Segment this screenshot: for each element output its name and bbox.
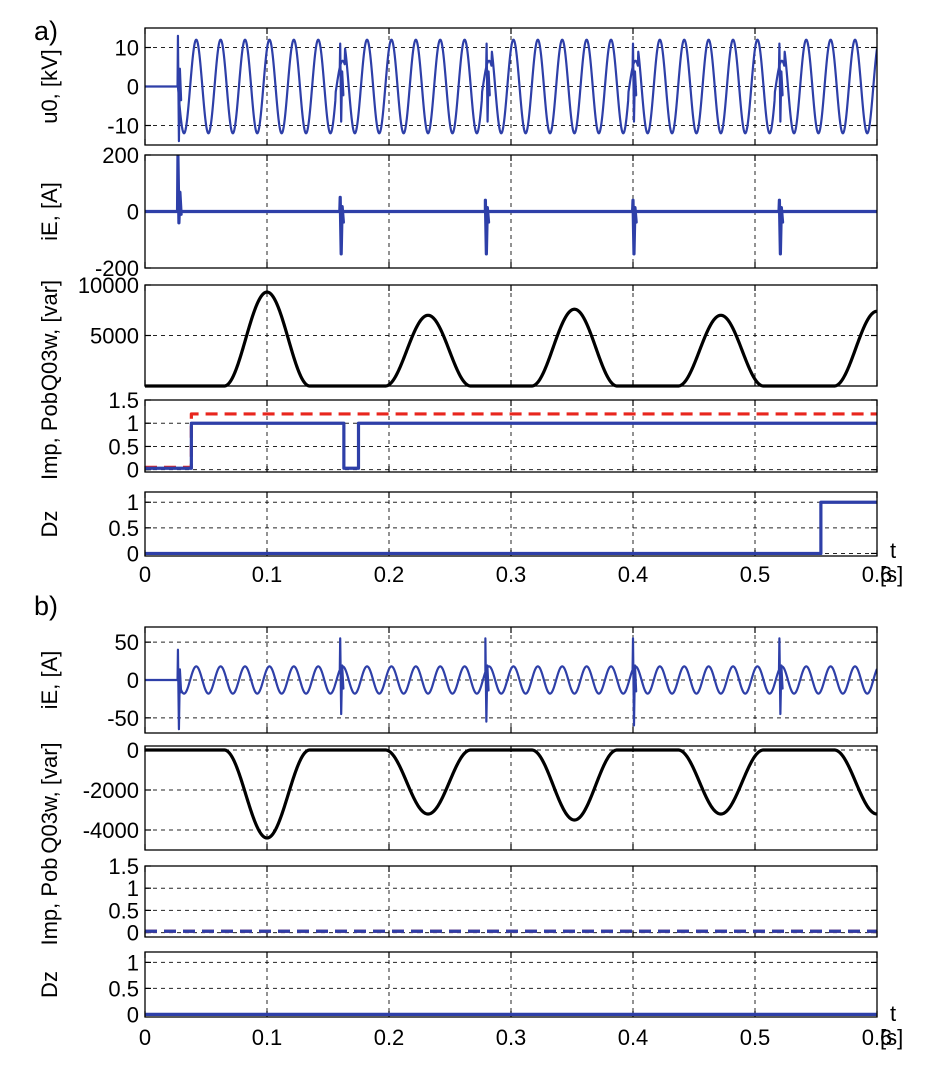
y-tick-label: 10 [115, 36, 139, 61]
y-tick-label: 1.5 [108, 388, 139, 413]
series-line-blue [145, 637, 877, 731]
x-tick-label: 0.3 [496, 562, 527, 587]
y-tick-label: 0.5 [108, 976, 139, 1001]
panel-label-a: a) [34, 16, 58, 46]
y-axis-label: Imp, Pob [37, 392, 62, 480]
x-tick-label: 0.2 [374, 562, 405, 587]
x-axis-letter: t [890, 1001, 896, 1026]
axes-frame [144, 626, 878, 734]
x-axis-letter: t [890, 538, 896, 563]
y-tick-label: 1 [127, 950, 139, 975]
y-axis-label: iE, [A] [37, 182, 62, 241]
series-line-blue [145, 500, 877, 556]
y-tick-label: 0 [127, 921, 139, 946]
y-tick-label: -50 [107, 706, 139, 731]
y-axis-label: Q03w, [var] [37, 742, 62, 853]
axes-frame [144, 399, 878, 473]
y-tick-label: 200 [102, 143, 139, 168]
x-tick-label: 0.2 [374, 1025, 405, 1050]
x-tick-label: 0.6 [862, 1025, 893, 1050]
x-tick-label: 0.6 [862, 562, 893, 587]
axes-frame [144, 284, 878, 387]
y-tick-label: 0 [127, 668, 139, 693]
axes-frame [144, 745, 878, 851]
x-tick-label: 0.5 [740, 562, 771, 587]
y-axis-label: Imp, Pob [37, 857, 62, 945]
y-tick-label: 0 [127, 541, 139, 566]
panel-label-b: b) [34, 591, 58, 621]
series-group [145, 290, 877, 388]
series-group [145, 412, 877, 470]
axes-frame [144, 951, 878, 1018]
series-group [145, 748, 877, 840]
y-tick-label: 1.5 [108, 854, 139, 879]
y-tick-label: 5000 [90, 324, 139, 349]
y-axis-label: Q03w, [var] [37, 280, 62, 391]
subplot-3: 10000 5000 Q03w, [var] [37, 273, 878, 391]
y-tick-label: 0 [127, 1002, 139, 1027]
x-tick-label: 0.1 [252, 562, 283, 587]
y-tick-label: 0 [127, 75, 139, 100]
y-tick-label: 0.5 [108, 898, 139, 923]
x-axis-unit: [s] [880, 1025, 903, 1050]
y-tick-label: 0 [127, 458, 139, 483]
y-tick-label: -10 [107, 114, 139, 139]
y-tick-label: -2000 [83, 778, 139, 803]
subplot-7: 0 -2000 -4000 Q03w, [var] [37, 738, 878, 854]
y-tick-label: 1 [127, 876, 139, 901]
y-tick-label: 50 [115, 630, 139, 655]
subplot-2: 200 0 -200 iE, [A] [37, 143, 878, 281]
series-line-black [145, 748, 877, 840]
series-line-blue [145, 154, 877, 256]
axes-frame [144, 491, 878, 557]
y-tick-label: 1 [127, 490, 139, 515]
y-tick-label: -4000 [83, 818, 139, 843]
series-group [145, 637, 877, 731]
y-tick-label: 0 [127, 738, 139, 763]
series-group [145, 154, 877, 256]
subplot-4: 1.510.50 Imp, Pob [37, 388, 878, 483]
y-tick-label: 0.5 [108, 516, 139, 541]
series-line-blue [145, 34, 877, 143]
x-tick-label: 0.1 [252, 1025, 283, 1050]
y-tick-label: 0.5 [108, 434, 139, 459]
x-tick-label: 0.5 [740, 1025, 771, 1050]
x-tick-label: 0.4 [618, 562, 649, 587]
subplot-1: 10 0 -10 u0, [kV] [37, 27, 878, 146]
y-tick-label: -200 [95, 256, 139, 281]
y-tick-label: 10000 [78, 273, 139, 298]
axes-frame [144, 154, 878, 269]
x-tick-label: 0.4 [618, 1025, 649, 1050]
axes-frame [144, 27, 878, 146]
x-tick-label: 0.3 [496, 1025, 527, 1050]
series-group [145, 500, 877, 556]
y-tick-label: 1 [127, 411, 139, 436]
subplot-6: 50 0 -50 iE, [A] [37, 626, 878, 734]
axes-frame [144, 865, 878, 938]
y-axis-label: u0, [kV] [37, 49, 62, 124]
y-axis-label: iE, [A] [37, 651, 62, 710]
series-line-blue [145, 421, 877, 470]
y-tick-label: 0 [127, 200, 139, 225]
x-axis-unit: [s] [880, 562, 903, 587]
series-line-black [145, 290, 877, 388]
y-axis-label: Dz [37, 971, 62, 998]
subplot-8: 1.510.50 Imp, Pob [37, 854, 878, 946]
y-axis-label: Dz [37, 511, 62, 538]
x-tick-label: 0 [139, 1025, 151, 1050]
x-tick-label: 0 [139, 562, 151, 587]
series-group [145, 34, 877, 143]
